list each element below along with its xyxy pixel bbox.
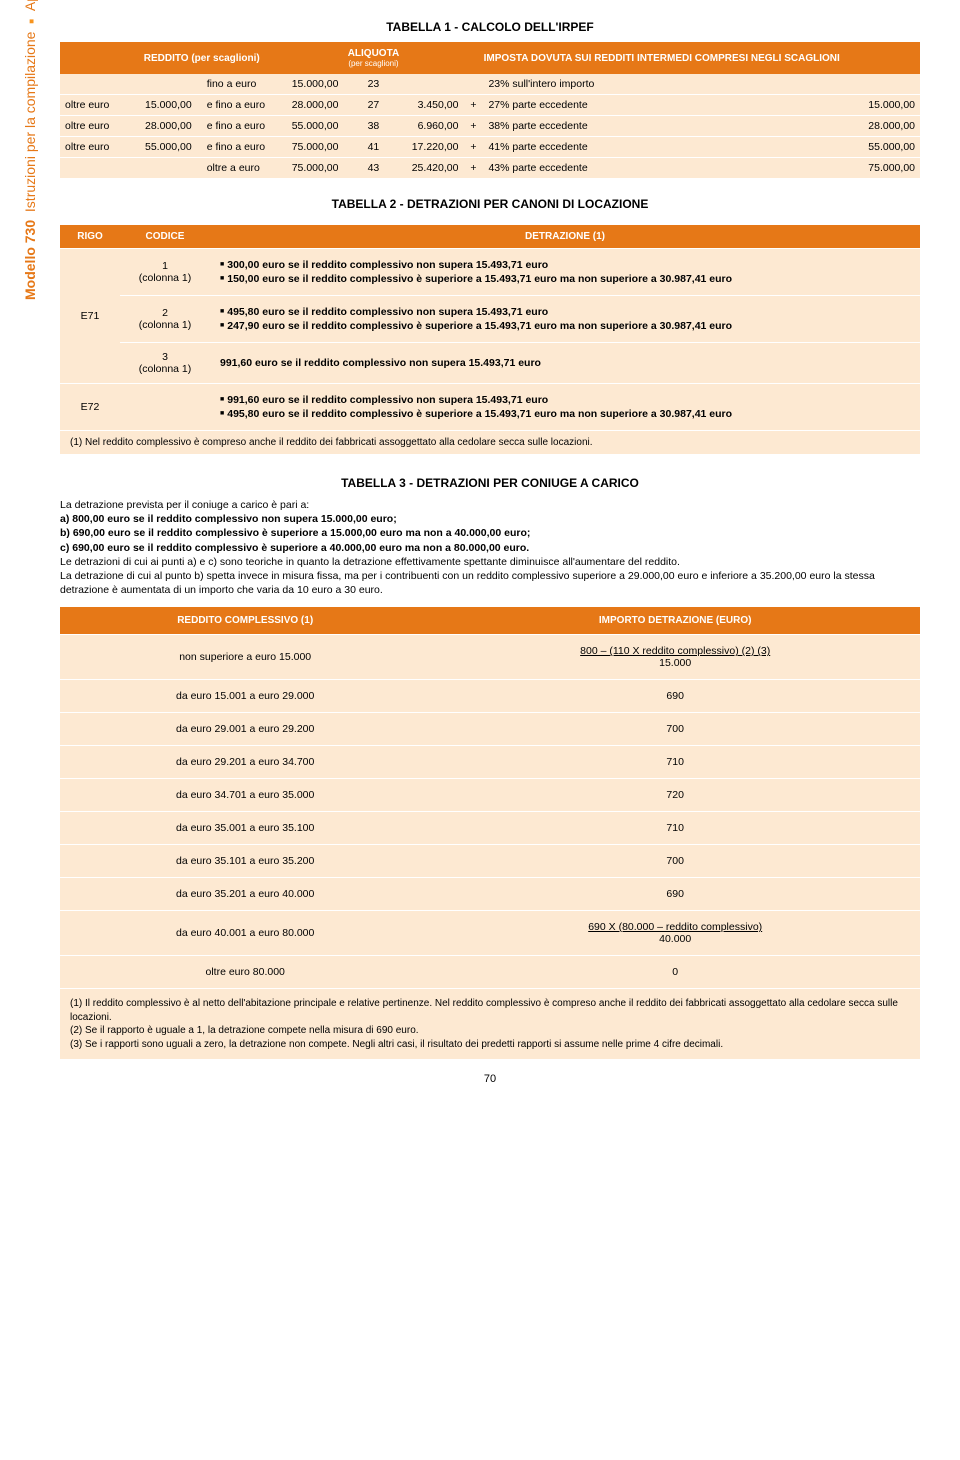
square-icon: ■ [27, 19, 36, 24]
table1-title: TABELLA 1 - CALCOLO DELL'IRPEF [60, 20, 920, 34]
table-row: da euro 35.001 a euro 35.100710 [60, 812, 920, 845]
table-row: da euro 29.201 a euro 34.700710 [60, 746, 920, 779]
table-row: oltre a euro75.000,004325.420,00+43% par… [60, 158, 920, 179]
t2-e71-r3-code: 3(colonna 1) [120, 343, 210, 384]
t2-e71-r2-det: ■495,80 euro se il reddito complessivo n… [210, 296, 920, 343]
table-row: oltre euro28.000,00e fino a euro55.000,0… [60, 116, 920, 137]
t2-e72-det: ■991,60 euro se il reddito complessivo n… [210, 384, 920, 431]
table-row: oltre euro 80.0000 [60, 956, 920, 989]
table3-intro: La detrazione prevista per il coniuge a … [60, 498, 920, 597]
table-row: da euro 29.001 a euro 29.200700 [60, 713, 920, 746]
t2-e71-r2-code: 2(colonna 1) [120, 296, 210, 343]
t3-h1: REDDITO COMPLESSIVO (1) [60, 607, 430, 635]
table1: REDDITO (per scaglioni) ALIQUOTA(per sca… [60, 42, 920, 179]
table2-title: TABELLA 2 - DETRAZIONI PER CANONI DI LOC… [60, 197, 920, 211]
t2-e71-r3-det: 991,60 euro se il reddito complessivo no… [210, 343, 920, 384]
table2: RIGO CODICE DETRAZIONE (1) E71 1(colonna… [60, 225, 920, 454]
t2-h-codice: CODICE [120, 225, 210, 249]
t3-notes: (1) Il reddito complessivo è al netto de… [60, 989, 920, 1060]
table-row: da euro 40.001 a euro 80.000690 X (80.00… [60, 911, 920, 956]
page-number: 70 [60, 1073, 920, 1085]
table-row: non superiore a euro 15.000800 – (110 X … [60, 635, 920, 680]
table-row: fino a euro15.000,002323% sull'intero im… [60, 74, 920, 95]
t3-h2: IMPORTO DETRAZIONE (EURO) [430, 607, 920, 635]
table-row: da euro 35.201 a euro 40.000690 [60, 878, 920, 911]
table3: REDDITO COMPLESSIVO (1) IMPORTO DETRAZIO… [60, 607, 920, 1059]
table-row: da euro 15.001 a euro 29.000690 [60, 680, 920, 713]
t2-e72: E72 [60, 384, 120, 431]
side-appendix: Appendice [22, 0, 38, 11]
table3-title: TABELLA 3 - DETRAZIONI PER CONIUGE A CAR… [60, 476, 920, 490]
t1-h3: IMPOSTA DOVUTA SUI REDDITI INTERMEDI COM… [403, 42, 920, 74]
t2-e71-r1-det: ■300,00 euro se il reddito complessivo n… [210, 249, 920, 296]
t2-note: (1) Nel reddito complessivo è compreso a… [60, 431, 920, 455]
side-text: Istruzioni per la compilazione [22, 32, 38, 213]
t2-h-rigo: RIGO [60, 225, 120, 249]
t2-e71: E71 [60, 249, 120, 384]
side-model: Modello 730 [22, 220, 38, 300]
table-row: da euro 34.701 a euro 35.000720 [60, 779, 920, 812]
t2-e71-r1-code: 1(colonna 1) [120, 249, 210, 296]
table-row: da euro 35.101 a euro 35.200700 [60, 845, 920, 878]
t1-h1: REDDITO (per scaglioni) [60, 42, 343, 74]
t1-h2: ALIQUOTA(per scaglioni) [343, 42, 403, 74]
table-row: oltre euro15.000,00e fino a euro28.000,0… [60, 95, 920, 116]
t2-h-det: DETRAZIONE (1) [210, 225, 920, 249]
table-row: oltre euro55.000,00e fino a euro75.000,0… [60, 137, 920, 158]
t2-e72-code [120, 384, 210, 431]
side-label: Modello 730 Istruzioni per la compilazio… [22, 0, 38, 300]
